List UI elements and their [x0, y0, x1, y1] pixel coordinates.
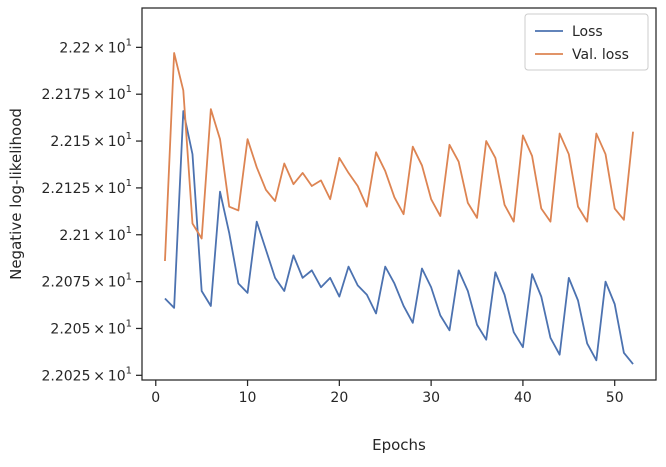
legend-box [524, 13, 649, 71]
y-axis-label: Negative log-likelihood [7, 108, 25, 280]
y-tick-label: 2.22 × 101 [59, 37, 132, 56]
y-tick-label: 2.205 × 101 [50, 318, 132, 337]
x-tick-label: 10 [239, 390, 257, 406]
y-tick-label: 2.2125 × 101 [42, 178, 133, 197]
x-tick-label: 20 [330, 390, 348, 406]
x-tick-label: 0 [151, 390, 160, 406]
legend: Loss Val. loss [524, 13, 649, 71]
x-tick-label: 50 [606, 390, 624, 406]
series-line-loss [164, 110, 634, 365]
y-ticks: 2.2025 × 101 2.205 × 101 2.2075 × 101 2.21 … [42, 37, 142, 384]
legend-label-loss: Loss [572, 24, 603, 40]
y-tick-label: 2.2025 × 101 [42, 365, 133, 384]
plot-frame [141, 7, 657, 381]
x-ticks: 0 10 20 30 40 50 [151, 380, 624, 406]
y-tick-label: 2.215 × 101 [50, 131, 132, 150]
series-lines [164, 52, 634, 365]
legend-label-val-loss: Val. loss [572, 47, 629, 63]
x-axis-label: Epochs [372, 436, 426, 454]
series-line-val-loss [164, 52, 634, 262]
y-tick-label: 2.21 × 101 [59, 225, 132, 244]
x-tick-label: 30 [422, 390, 440, 406]
x-tick-label: 40 [514, 390, 532, 406]
y-tick-label: 2.2075 × 101 [42, 272, 133, 291]
y-tick-label: 2.2175 × 101 [42, 84, 133, 103]
